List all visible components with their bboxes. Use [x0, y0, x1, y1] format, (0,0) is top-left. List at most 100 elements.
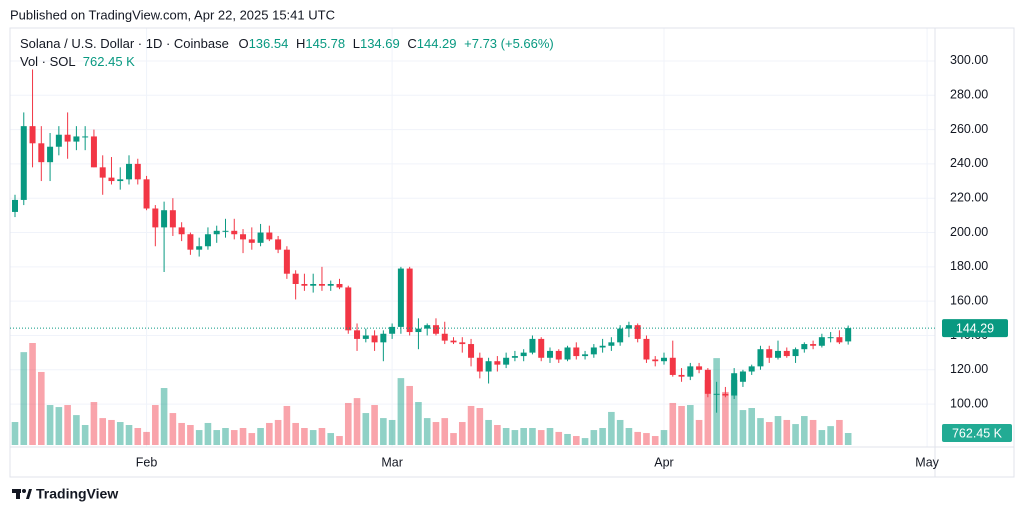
volume-bar [537, 430, 545, 445]
volume-bar [380, 418, 387, 445]
volume-bar [625, 428, 633, 445]
candle-body [775, 350, 782, 358]
volume-bar [520, 428, 527, 445]
volume-bar [143, 431, 150, 445]
volume-bar [458, 422, 466, 445]
candle-body [143, 179, 150, 209]
logo-shape [16, 489, 20, 499]
candle-body [555, 350, 562, 360]
volume-bar [669, 402, 677, 445]
volume-bar [336, 436, 343, 445]
volume-bar [81, 425, 89, 445]
candle-body [73, 136, 80, 142]
volume-bar [169, 413, 177, 445]
candle-body [117, 179, 124, 182]
volume-bar [546, 428, 554, 445]
volume-bar [695, 419, 703, 445]
volume-bar [46, 405, 54, 445]
candle-body [818, 337, 825, 346]
candle-body [196, 246, 203, 250]
candle-body [468, 344, 475, 358]
volume-bar [801, 416, 808, 445]
volume-bar [502, 428, 510, 445]
candle-body [529, 338, 536, 353]
volume-bar [687, 405, 694, 445]
candle-body [783, 350, 790, 357]
volume-bar [301, 428, 308, 445]
candle-body [406, 268, 413, 333]
volume-bar [178, 422, 185, 445]
volume-bar [774, 416, 782, 445]
volume-bar [783, 419, 791, 445]
candle-body [617, 328, 624, 343]
y-tick-label: 300.00 [950, 53, 988, 67]
volume-bar [555, 431, 563, 445]
candle-body [494, 361, 501, 365]
candle-body [511, 356, 518, 358]
candle-body [327, 283, 334, 286]
volume-bar [195, 430, 203, 445]
close-value: 144.29 [417, 36, 457, 51]
candle-body [389, 326, 396, 334]
candle-body [520, 352, 527, 357]
volume-bar [450, 433, 457, 445]
candle-body [415, 328, 422, 333]
x-tick-label: Apr [654, 455, 673, 469]
volume-bar [29, 343, 36, 445]
volume-bar [371, 405, 378, 445]
volume-bar [11, 422, 19, 445]
volume-bar [494, 425, 501, 445]
volume-bar [757, 418, 764, 445]
candle-body [625, 325, 632, 329]
candle-body [704, 369, 711, 394]
candle-body [503, 357, 510, 365]
marks-layer [11, 69, 852, 445]
volume-bar [248, 433, 256, 445]
candle-body [801, 344, 808, 350]
candle-body [266, 232, 273, 240]
candle-body [485, 361, 492, 372]
candle-body [397, 268, 404, 327]
y-tick-label: 260.00 [950, 122, 988, 136]
volume-bar [844, 432, 852, 445]
volume-bar [152, 405, 159, 445]
candle-body [652, 359, 659, 362]
volume-bar [309, 430, 317, 445]
candle-body [292, 273, 299, 284]
volume-bar [792, 424, 799, 445]
chart-title: Solana / U.S. Dollar · 1D · Coinbase [20, 36, 229, 51]
volume-bar [266, 422, 273, 445]
candle-body [336, 283, 343, 288]
candle-body [582, 354, 589, 357]
ohlc-label: O [238, 36, 248, 51]
volume-bar [90, 402, 98, 445]
volume-bar [160, 388, 168, 445]
candle-body [564, 347, 571, 360]
legend-line: Solana / U.S. Dollar · 1D · Coinbase O13… [20, 36, 554, 51]
volume-legend: Vol · SOL 762.45 K [20, 54, 135, 69]
candle-body [739, 371, 746, 382]
volume-bar [283, 405, 291, 445]
volume-bar [616, 419, 624, 445]
candle-body [608, 342, 615, 346]
candle-body [283, 249, 290, 274]
candle-body [11, 199, 18, 212]
candle-body [634, 325, 641, 339]
y-tick-label: 280.00 [950, 88, 988, 102]
volume-last: 762.45 K [83, 54, 135, 69]
volume-bar [388, 419, 396, 445]
volume-bar [64, 405, 71, 445]
candle-body [687, 366, 694, 377]
volume-bar [55, 407, 63, 445]
volume-bar [739, 410, 747, 445]
volume-bar [204, 422, 212, 445]
candle-body [204, 234, 211, 247]
volume-bar [678, 405, 685, 445]
volume-bar [125, 425, 133, 445]
candle-body [731, 373, 738, 396]
candle-body [590, 347, 597, 355]
x-tick-label: Feb [136, 455, 158, 469]
candle-body [90, 136, 97, 168]
candle-body [599, 345, 606, 348]
